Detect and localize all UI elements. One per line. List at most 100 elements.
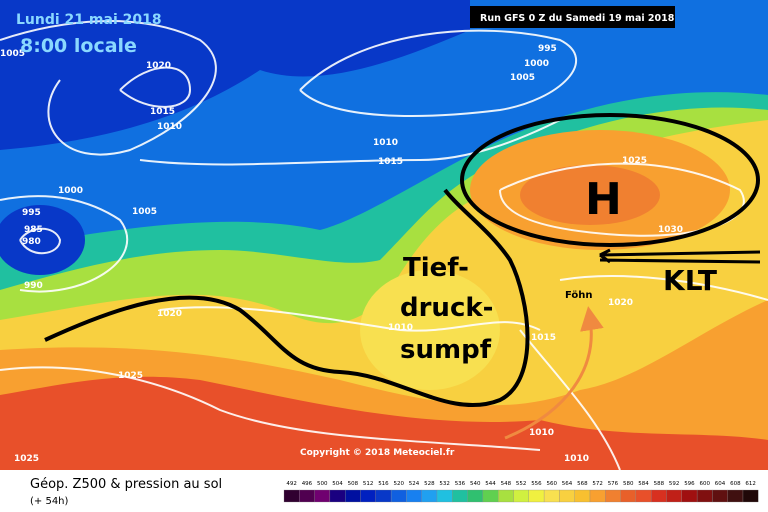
legend-label: 544 [485, 481, 496, 487]
legend-swatch [482, 489, 499, 503]
legend-swatch [574, 489, 591, 503]
isobar-label: 1000 [524, 59, 549, 69]
legend-swatch [528, 489, 545, 503]
legend-label: 608 [730, 481, 741, 487]
legend-label: 560 [547, 481, 558, 487]
legend-swatch [390, 489, 407, 503]
legend-swatch [375, 489, 392, 503]
foehn-arrow [504, 306, 604, 440]
legend-swatch [299, 489, 315, 503]
isobar-label: 1005 [510, 73, 535, 83]
legend-swatch [605, 489, 621, 503]
legend-swatch [589, 489, 606, 503]
foehn-label: Föhn [565, 290, 593, 301]
isobar-label: 1030 [658, 225, 683, 235]
footer-lead: (+ 54h) [30, 496, 69, 507]
cold-label: KLT [663, 264, 717, 297]
fronts [44, 113, 760, 407]
legend-swatch [283, 489, 300, 503]
time: 8:00 locale [20, 35, 137, 57]
isobar-label: 1020 [157, 309, 182, 319]
isobar-label: 1010 [564, 454, 589, 464]
isobar-label: 1025 [622, 156, 647, 166]
legend-label: 568 [577, 481, 588, 487]
map-background [0, 0, 768, 470]
run-box [470, 6, 675, 28]
isobar-label: 1020 [608, 298, 633, 308]
legend-swatch [696, 489, 713, 503]
isobars [0, 20, 768, 471]
date: Lundi 21 mai 2018 [16, 12, 162, 28]
legend-label: 504 [332, 481, 343, 487]
legend-label: 492 [286, 481, 297, 487]
legend-swatch [543, 489, 560, 503]
legend-swatch [436, 489, 453, 503]
legend-label: 508 [348, 481, 359, 487]
legend-swatch [513, 489, 529, 503]
legend-label: 516 [378, 481, 389, 487]
legend-label: 528 [424, 481, 435, 487]
legend-swatch [314, 489, 331, 503]
isobar-labels: 1005 1020 1015 1010 995 1000 1005 1010 1… [0, 44, 683, 464]
isobar-label: 1015 [531, 333, 556, 343]
legend-label: 500 [317, 481, 328, 487]
isobar-label: 1025 [118, 371, 143, 381]
isobar-label: 1010 [529, 428, 554, 438]
legend-swatch [498, 489, 514, 503]
isobar-label: 980 [22, 237, 41, 247]
cold-arrow [599, 248, 761, 264]
legend-label: 576 [608, 481, 619, 487]
legend-swatch [727, 489, 744, 503]
legend-swatch [681, 489, 698, 503]
isobar-label: 985 [24, 225, 43, 235]
isobar-label: 995 [22, 208, 41, 218]
isobar-label: 1015 [150, 107, 175, 117]
legend-swatch [742, 489, 759, 503]
low-label: Tief- [403, 253, 469, 283]
run-info: Run GFS 0 Z du Samedi 19 mai 2018 [480, 13, 675, 24]
legend-swatch [360, 489, 376, 503]
legend-label: 564 [562, 481, 573, 487]
legend-swatch [635, 489, 652, 503]
legend-label: 612 [745, 481, 756, 487]
legend-swatch [712, 489, 728, 503]
legend-label: 556 [531, 481, 542, 487]
copyright: Copyright © 2018 Meteociel.fr [300, 448, 455, 458]
legend-label: 552 [516, 481, 527, 487]
legend-swatch [666, 489, 682, 503]
legend-swatch [345, 489, 361, 503]
legend-swatch [620, 489, 637, 503]
isobar-label: 1005 [132, 207, 157, 217]
isobar-label: 995 [538, 44, 557, 54]
legend-label: 596 [684, 481, 695, 487]
low-label: druck- [400, 293, 493, 323]
low-label: sumpf [400, 335, 492, 365]
isobar-label: 1015 [378, 157, 403, 167]
legend-swatch [406, 489, 422, 503]
legend-label: 604 [715, 481, 726, 487]
legend-label: 584 [638, 481, 649, 487]
isobar-label: 1010 [388, 323, 413, 333]
color-legend: 492 496 500 504 508 512 516 520 524 528 532 536 540 5… [283, 481, 759, 503]
isobar-label: 1010 [157, 122, 182, 132]
legend-swatch [452, 489, 468, 503]
legend-label: 580 [623, 481, 634, 487]
legend-label: 548 [501, 481, 512, 487]
legend-label: 496 [302, 481, 313, 487]
isobar-label: 1010 [373, 138, 398, 148]
legend-label: 572 [592, 481, 603, 487]
legend-swatch [467, 489, 484, 503]
legend-label: 600 [700, 481, 711, 487]
legend-label: 540 [470, 481, 481, 487]
legend-swatch [651, 489, 667, 503]
legend-label: 588 [654, 481, 665, 487]
legend-label: 536 [455, 481, 466, 487]
isobar-label: 1020 [146, 61, 171, 71]
legend-label: 532 [439, 481, 450, 487]
legend-swatch [329, 489, 346, 503]
legend-label: 592 [669, 481, 680, 487]
isobar-label: 990 [24, 281, 43, 291]
isobar-label: 1005 [0, 49, 25, 59]
